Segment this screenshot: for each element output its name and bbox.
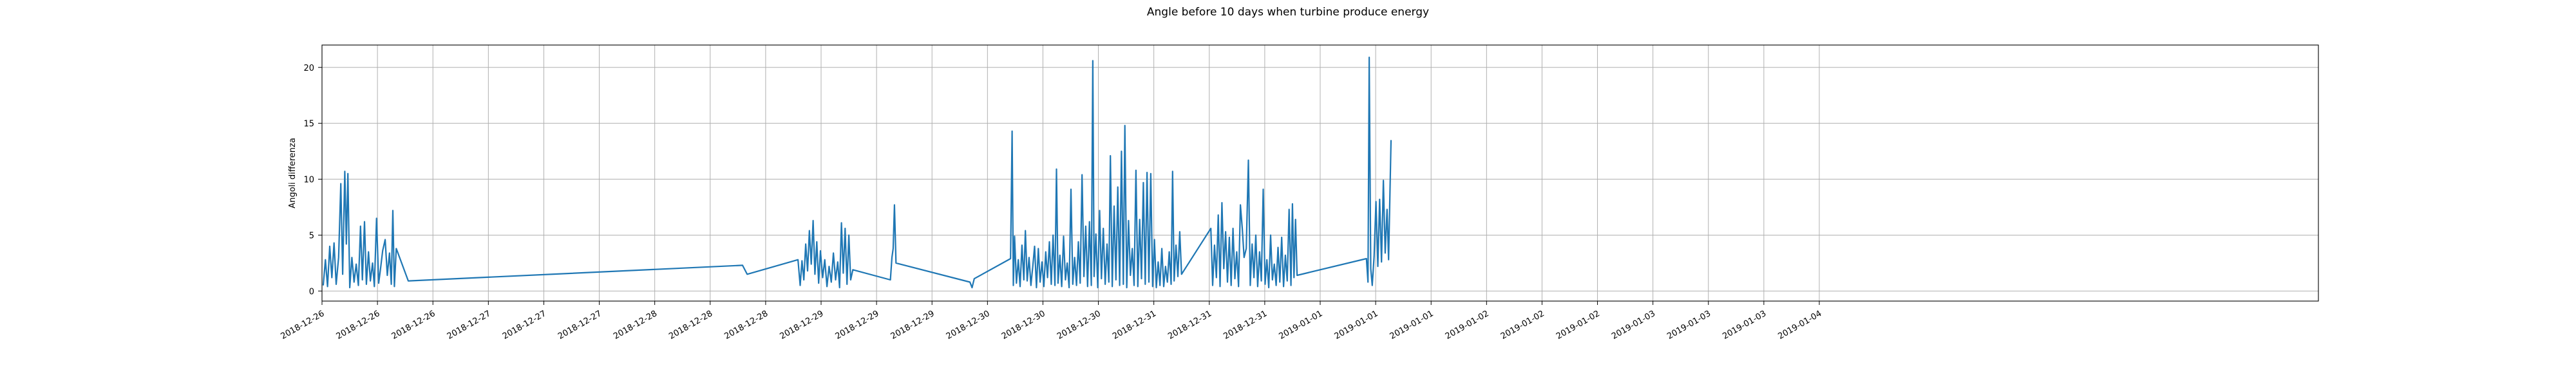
x-tick-label: 2019-01-02 <box>1555 309 1602 342</box>
x-tick-label: 2018-12-29 <box>778 309 825 342</box>
x-tick-label: 2018-12-31 <box>1222 309 1269 342</box>
x-tick-label: 2019-01-01 <box>1277 309 1324 342</box>
x-gridlines <box>321 45 1820 301</box>
x-tick-label: 2018-12-30 <box>1056 309 1103 342</box>
x-tick-label: 2018-12-27 <box>501 309 548 342</box>
x-tick-label: 2018-12-26 <box>335 309 382 342</box>
y-tick-label: 0 <box>309 287 314 297</box>
x-tick-label: 2019-01-04 <box>1776 309 1823 342</box>
series-line <box>322 57 1392 289</box>
x-tick-label: 2018-12-28 <box>612 309 659 342</box>
x-tick-label: 2018-12-28 <box>667 309 714 342</box>
x-tick-label: 2018-12-30 <box>945 309 992 342</box>
y-tick-label: 5 <box>309 231 314 241</box>
x-tick-label: 2019-01-03 <box>1610 309 1657 342</box>
x-tick-label: 2019-01-02 <box>1499 309 1546 342</box>
x-tick-label: 2019-01-03 <box>1721 309 1768 342</box>
y-axis: 0 5 10 15 20 <box>303 64 322 297</box>
x-tick-label: 2018-12-26 <box>390 309 437 342</box>
y-tick-label: 15 <box>303 120 314 129</box>
x-tick-label: 2018-12-27 <box>446 309 493 342</box>
x-tick-label: 2018-12-29 <box>889 309 936 342</box>
y-axis-label: Angoli differenza <box>288 138 298 208</box>
x-tick-label: 2018-12-31 <box>1111 309 1158 342</box>
x-tick-label: 2019-01-02 <box>1444 309 1491 342</box>
x-tick-label: 2019-01-01 <box>1333 309 1380 342</box>
x-tick-label: 2019-01-03 <box>1665 309 1712 342</box>
x-tick-label: 2018-12-31 <box>1166 309 1213 342</box>
x-tick-label: 2018-12-27 <box>556 309 603 342</box>
x-tick-label: 2018-12-28 <box>723 309 770 342</box>
x-tick-label: 2019-01-01 <box>1388 309 1435 342</box>
x-tick-label: 2018-12-30 <box>1000 309 1047 342</box>
x-tick-label: 2018-12-29 <box>834 309 881 342</box>
y-tick-label: 20 <box>303 64 314 73</box>
chart-title: Angle before 10 days when turbine produc… <box>1147 6 1429 19</box>
y-gridlines <box>322 67 2318 291</box>
x-tick-label: 2018-12-26 <box>279 309 326 342</box>
x-axis: 2018-12-26 2018-12-26 2018-12-26 2018-12-27… <box>279 301 1823 342</box>
y-tick-label: 10 <box>303 176 314 185</box>
